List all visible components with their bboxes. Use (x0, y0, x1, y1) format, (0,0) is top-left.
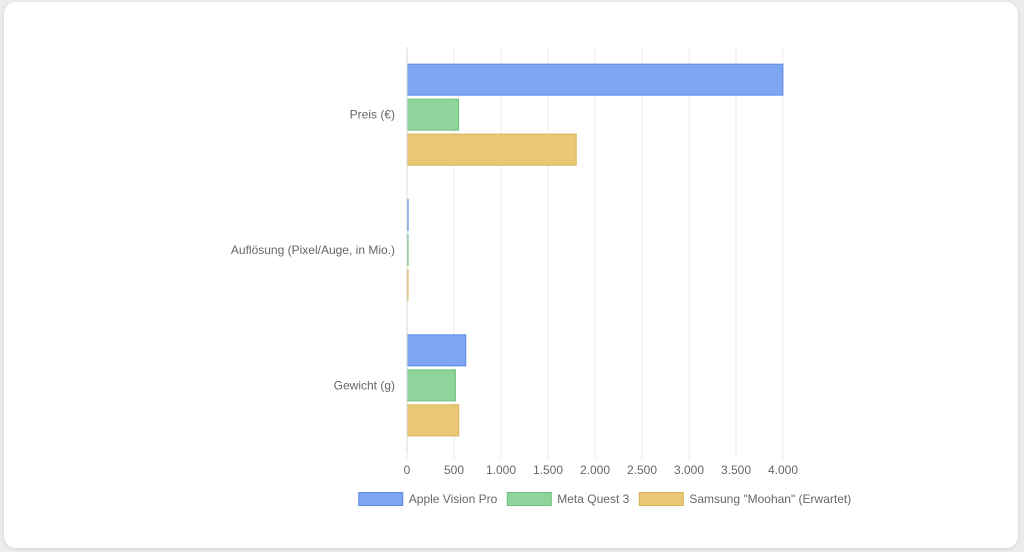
bar[interactable] (406, 63, 784, 96)
x-tick-label: 1.000 (486, 463, 516, 477)
x-tick-label: 3.500 (721, 463, 751, 477)
x-tick-label: 1.500 (533, 463, 563, 477)
legend-swatch[interactable] (506, 492, 552, 506)
legend-label[interactable]: Meta Quest 3 (557, 492, 629, 506)
bar[interactable] (406, 334, 467, 367)
grid-lines (406, 47, 784, 459)
category-label: Preis (€) (350, 108, 395, 122)
x-tick-labels: 0 500 1.000 1.500 2.000 2.500 3.000 3.500 4.000 (404, 463, 799, 477)
bar[interactable] (406, 404, 460, 437)
x-tick-label: 0 (404, 463, 411, 477)
x-tick-label: 2.000 (580, 463, 610, 477)
x-tick-label: 500 (444, 463, 464, 477)
legend: Apple Vision Pro Meta Quest 3 Samsung "Moo… (358, 492, 851, 506)
bar[interactable] (406, 98, 460, 131)
legend-label[interactable]: Samsung "Moohan" (Erwartet) (689, 492, 851, 506)
bar[interactable] (406, 133, 577, 166)
x-tick-label: 2.500 (627, 463, 657, 477)
bars (406, 63, 784, 437)
category-label: Auflösung (Pixel/Auge, in Mio.) (231, 243, 395, 257)
category-label: Gewicht (g) (334, 378, 395, 392)
legend-swatch[interactable] (358, 492, 404, 506)
x-tick-label: 4.000 (768, 463, 798, 477)
category-labels: Preis (€) Auflösung (Pixel/Auge, in Mio.)… (231, 108, 395, 393)
legend-swatch[interactable] (638, 492, 684, 506)
legend-label[interactable]: Apple Vision Pro (409, 492, 498, 506)
x-tick-label: 3.000 (674, 463, 704, 477)
bar[interactable] (406, 369, 456, 402)
